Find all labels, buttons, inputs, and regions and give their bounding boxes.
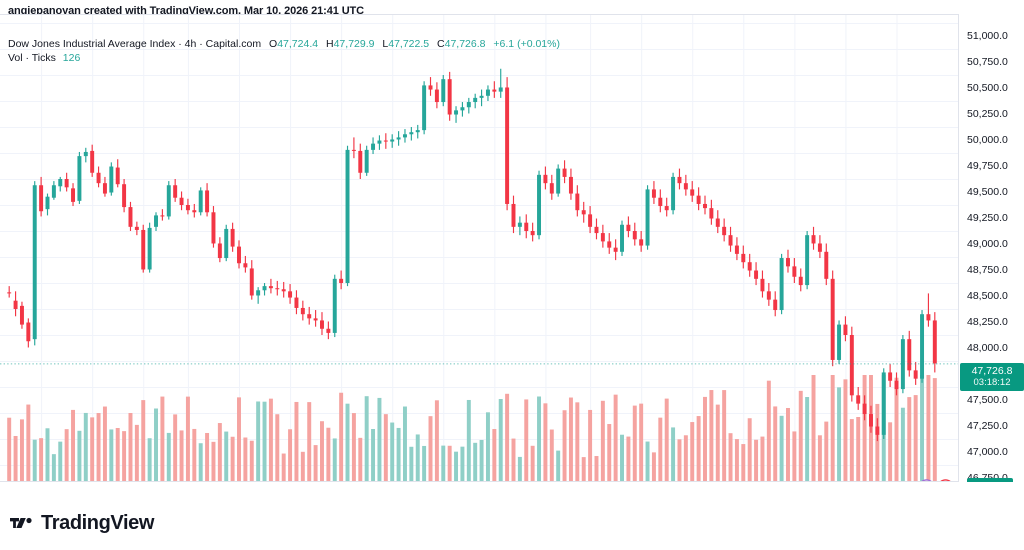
current-price-line: [0, 363, 958, 365]
legend-high-label: H: [326, 38, 334, 50]
legend-high: H47,729.9: [326, 38, 374, 50]
legend-close-label: C: [437, 38, 445, 50]
legend-ohlc-row: Dow Jones Industrial Average Index · 4h …: [8, 37, 560, 51]
legend-low: L47,722.5: [382, 38, 429, 50]
legend-open-value: 47,724.4: [277, 38, 319, 50]
legend-volume-row: Vol · Ticks 126: [8, 51, 560, 65]
tradingview-wordmark: TradingView: [41, 512, 155, 534]
price-tick: 49,500.0: [967, 185, 1008, 198]
price-tick: 48,500.0: [967, 289, 1008, 302]
us-flag-icon[interactable]: [937, 479, 954, 481]
current-price-badge[interactable]: 47,726.8 03:18:12: [960, 363, 1024, 392]
price-tick: 50,750.0: [967, 55, 1008, 68]
price-tick: 47,000.0: [967, 445, 1008, 458]
price-tick: 49,000.0: [967, 237, 1008, 250]
legend-open: O47,724.4: [269, 38, 318, 50]
price-tick: 50,250.0: [967, 107, 1008, 120]
price-tick: 46,750.0: [967, 471, 1008, 482]
price-tick: 47,250.0: [967, 419, 1008, 432]
price-tick: 48,000.0: [967, 341, 1008, 354]
tradingview-logo-icon: [10, 517, 32, 528]
legend-low-value: 47,722.5: [388, 38, 430, 50]
bar-countdown: 03:18:12: [973, 377, 1011, 389]
tradingview-footer-logo: TradingView: [10, 512, 154, 535]
price-tick: 50,500.0: [967, 81, 1008, 94]
candlestick-series: [7, 68, 937, 442]
price-tick: 49,750.0: [967, 159, 1008, 172]
legend-volume-label[interactable]: Vol · Ticks: [8, 52, 56, 64]
price-tick: 48,750.0: [967, 263, 1008, 276]
price-tick: 48,250.0: [967, 315, 1008, 328]
legend-symbol[interactable]: Dow Jones Industrial Average Index · 4h …: [8, 38, 262, 50]
price-tick: 51,000.0: [967, 29, 1008, 42]
chart-legend: Dow Jones Industrial Average Index · 4h …: [8, 37, 560, 65]
chart-plot-area[interactable]: [0, 15, 958, 481]
corner-badges: [918, 479, 954, 481]
chart-frame: Dow Jones Industrial Average Index · 4h …: [0, 14, 1024, 482]
legend-change: +6.1 (+0.01%): [493, 38, 560, 50]
lightning-icon[interactable]: [918, 479, 935, 481]
volume-value-badge[interactable]: 126: [967, 478, 1013, 482]
legend-close: C47,726.8: [437, 38, 485, 50]
price-tick: 47,500.0: [967, 393, 1008, 406]
legend-low-label: L: [382, 38, 389, 50]
legend-volume-value: 126: [62, 52, 81, 64]
legend-close-value: 47,726.8: [444, 38, 486, 50]
price-tick: 49,250.0: [967, 211, 1008, 224]
current-price-value: 47,726.8: [971, 365, 1013, 378]
legend-open-label: O: [269, 38, 278, 50]
price-axis[interactable]: 51,000.0 50,750.0 50,500.0 50,250.0 50,000.0…: [958, 14, 1024, 482]
legend-high-value: 47,729.9: [333, 38, 375, 50]
price-tick: 50,000.0: [967, 133, 1008, 146]
